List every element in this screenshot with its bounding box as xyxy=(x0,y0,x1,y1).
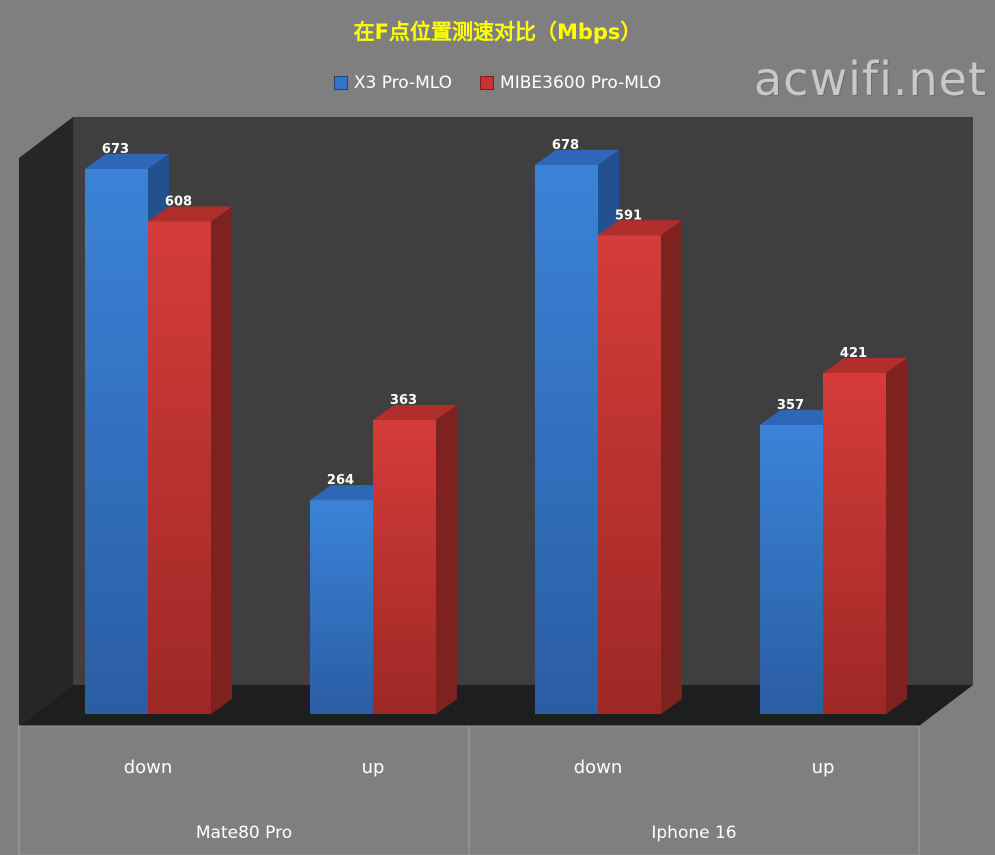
bar-front-face xyxy=(598,235,661,715)
data-label-series-2-cat-4: 421 xyxy=(840,346,867,361)
chart-legend: X3 Pro-MLO MIBE3600 Pro-MLO xyxy=(0,73,995,93)
bar-top-face xyxy=(823,357,907,373)
bar-series-2-cat-1 xyxy=(148,206,232,714)
legend-swatch-series-2 xyxy=(480,76,495,90)
bar-series-2-cat-3 xyxy=(598,220,682,715)
category-label-3: down xyxy=(574,757,623,778)
bar-front-face xyxy=(373,419,436,714)
bar-top-face xyxy=(148,206,232,222)
bar-front-face xyxy=(310,500,373,714)
data-label-series-2-cat-3: 591 xyxy=(615,208,642,223)
bar-front-face xyxy=(535,164,598,714)
group-label-1: Mate80 Pro xyxy=(196,823,292,843)
bar-series-2-cat-2 xyxy=(373,404,457,714)
group-label-2: Iphone 16 xyxy=(651,823,736,843)
watermark: acwifi.net xyxy=(754,52,987,106)
data-label-series-2-cat-2: 363 xyxy=(390,393,417,408)
bar-side-face xyxy=(436,404,457,714)
bar-front-face xyxy=(823,372,886,714)
legend-label-series-1: X3 Pro-MLO xyxy=(353,73,453,93)
data-label-series-1-cat-4: 357 xyxy=(777,398,804,413)
bar-top-face xyxy=(535,149,619,165)
bar-series-2-cat-4 xyxy=(823,357,907,714)
legend-item-series-2: MIBE3600 Pro-MLO xyxy=(480,73,661,93)
bar-side-face xyxy=(661,220,682,715)
data-label-series-1-cat-1: 673 xyxy=(102,142,129,157)
bar-side-face xyxy=(211,206,232,714)
bar-top-face xyxy=(598,220,682,236)
chart-back-wall xyxy=(73,117,973,685)
bars-layer xyxy=(85,149,907,715)
legend-item-series-1: X3 Pro-MLO xyxy=(333,73,453,93)
chart-left-wall xyxy=(19,117,73,726)
bar-front-face xyxy=(85,168,148,714)
category-label-1: down xyxy=(124,757,173,778)
bar-front-face xyxy=(760,424,823,714)
bar-top-face xyxy=(85,153,169,169)
legend-swatch-series-1 xyxy=(333,76,348,90)
legend-label-series-2: MIBE3600 Pro-MLO xyxy=(500,73,662,93)
bar-front-face xyxy=(148,221,211,714)
data-label-series-1-cat-2: 264 xyxy=(327,473,354,488)
bar-side-face xyxy=(886,357,907,714)
category-label-4: up xyxy=(812,757,835,778)
category-label-2: up xyxy=(362,757,385,778)
chart-title: 在F点位置测速对比（Mbps） xyxy=(353,20,642,44)
data-label-series-1-cat-3: 678 xyxy=(552,138,579,153)
chart-floor xyxy=(19,685,973,726)
labels-layer: 673 608 down 264 363 up 678 591 down 357 421 up Mate… xyxy=(102,138,867,843)
data-label-series-2-cat-1: 608 xyxy=(165,195,192,210)
bar-top-face xyxy=(373,404,457,420)
